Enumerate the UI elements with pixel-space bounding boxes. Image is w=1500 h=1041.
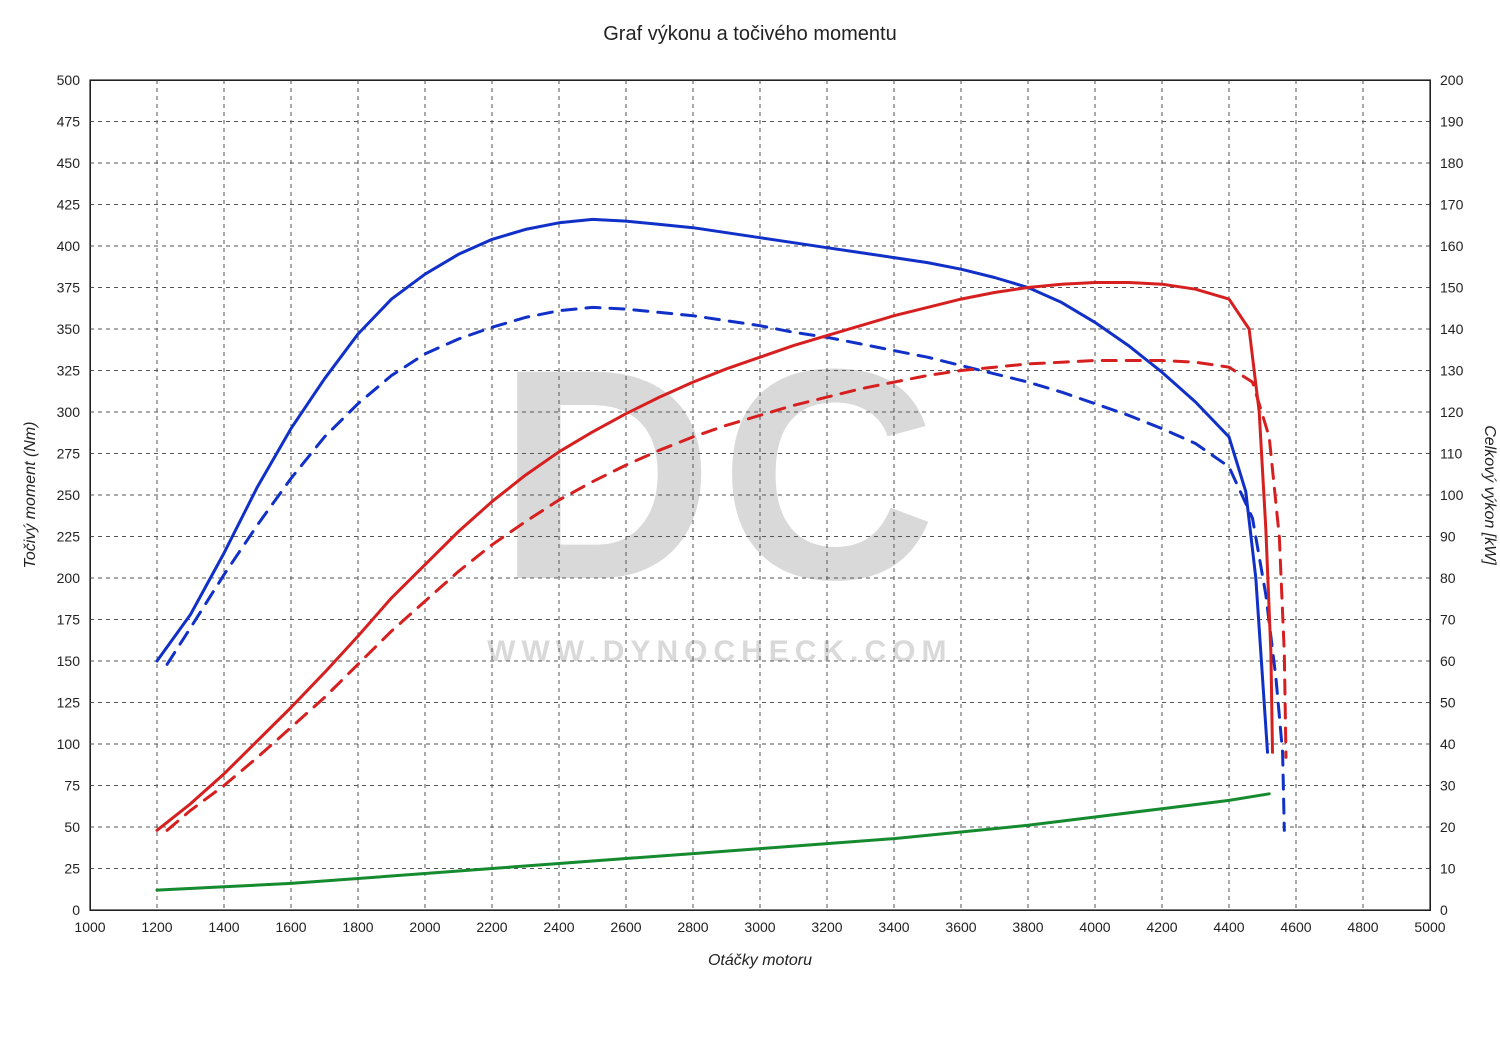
- y-right-tick-label: 200: [1440, 72, 1464, 88]
- x-tick-label: 2800: [677, 919, 708, 935]
- y-right-tick-label: 10: [1440, 861, 1456, 877]
- watermark: DCWWW.DYNOCHECK.COM: [487, 306, 952, 668]
- x-tick-label: 2600: [610, 919, 641, 935]
- x-tick-label: 1800: [342, 919, 373, 935]
- y-right-axis-label: Celkový výkon [kW]: [1481, 425, 1498, 565]
- y-left-tick-label: 375: [57, 280, 81, 296]
- y-right-tick-label: 130: [1440, 363, 1464, 379]
- y-left-tick-label: 500: [57, 72, 81, 88]
- x-tick-label: 4400: [1213, 919, 1244, 935]
- y-right-tick-label: 160: [1440, 238, 1464, 254]
- y-left-tick-label: 475: [57, 114, 81, 130]
- y-left-tick-label: 300: [57, 404, 81, 420]
- y-right-tick-label: 0: [1440, 902, 1448, 918]
- x-tick-label: 1400: [208, 919, 239, 935]
- x-tick-label: 3400: [878, 919, 909, 935]
- x-tick-label: 2400: [543, 919, 574, 935]
- x-tick-label: 4200: [1146, 919, 1177, 935]
- y-left-tick-label: 225: [57, 529, 81, 545]
- watermark-logo: DC: [497, 306, 942, 642]
- y-right-tick-label: 120: [1440, 404, 1464, 420]
- y-right-tick-label: 140: [1440, 321, 1464, 337]
- y-right-tick-label: 80: [1440, 570, 1456, 586]
- y-left-tick-label: 0: [72, 902, 80, 918]
- y-left-tick-label: 450: [57, 155, 81, 171]
- x-axis-label: Otáčky motoru: [708, 952, 812, 969]
- y-left-tick-label: 50: [64, 819, 80, 835]
- x-tick-label: 1000: [74, 919, 105, 935]
- y-right-tick-label: 190: [1440, 114, 1464, 130]
- x-tick-label: 2000: [409, 919, 440, 935]
- y-right-tick-label: 90: [1440, 529, 1456, 545]
- y-left-tick-label: 175: [57, 612, 81, 628]
- watermark-url: WWW.DYNOCHECK.COM: [487, 635, 952, 668]
- y-right-tick-label: 100: [1440, 487, 1464, 503]
- chart-container: { "chart": { "type": "line", "title": "G…: [0, 0, 1500, 1041]
- x-tick-label: 4000: [1079, 919, 1110, 935]
- y-right-tick-label: 20: [1440, 819, 1456, 835]
- y-right-tick-label: 40: [1440, 736, 1456, 752]
- y-left-axis-label: Točivý moment (Nm): [22, 422, 39, 569]
- x-tick-label: 3600: [945, 919, 976, 935]
- y-left-tick-label: 250: [57, 487, 81, 503]
- x-tick-label: 4800: [1347, 919, 1378, 935]
- y-right-tick-label: 30: [1440, 778, 1456, 794]
- x-tick-label: 4600: [1280, 919, 1311, 935]
- x-tick-label: 2200: [476, 919, 507, 935]
- x-tick-label: 1200: [141, 919, 172, 935]
- y-right-tick-label: 150: [1440, 280, 1464, 296]
- x-tick-label: 3200: [811, 919, 842, 935]
- y-right-tick-label: 50: [1440, 695, 1456, 711]
- dyno-chart: Graf výkonu a točivého momentu DCWWW.DYNO…: [0, 0, 1500, 1041]
- y-left-tick-label: 25: [64, 861, 80, 877]
- chart-title: Graf výkonu a točivého momentu: [603, 23, 896, 45]
- y-right-tick-label: 170: [1440, 197, 1464, 213]
- y-right-tick-label: 60: [1440, 653, 1456, 669]
- x-tick-label: 1600: [275, 919, 306, 935]
- y-left-tick-label: 275: [57, 446, 81, 462]
- y-right-tick-label: 180: [1440, 155, 1464, 171]
- y-left-tick-label: 125: [57, 695, 81, 711]
- x-tick-label: 3000: [744, 919, 775, 935]
- y-left-tick-label: 150: [57, 653, 81, 669]
- y-right-tick-label: 110: [1440, 446, 1463, 462]
- y-left-tick-label: 200: [57, 570, 81, 586]
- y-left-tick-label: 100: [57, 736, 81, 752]
- y-left-tick-label: 400: [57, 238, 81, 254]
- x-tick-label: 3800: [1012, 919, 1043, 935]
- y-left-tick-label: 350: [57, 321, 81, 337]
- y-right-tick-label: 70: [1440, 612, 1456, 628]
- x-tick-label: 5000: [1414, 919, 1445, 935]
- y-left-tick-label: 75: [64, 778, 80, 794]
- y-left-tick-label: 425: [57, 197, 81, 213]
- y-left-tick-label: 325: [57, 363, 81, 379]
